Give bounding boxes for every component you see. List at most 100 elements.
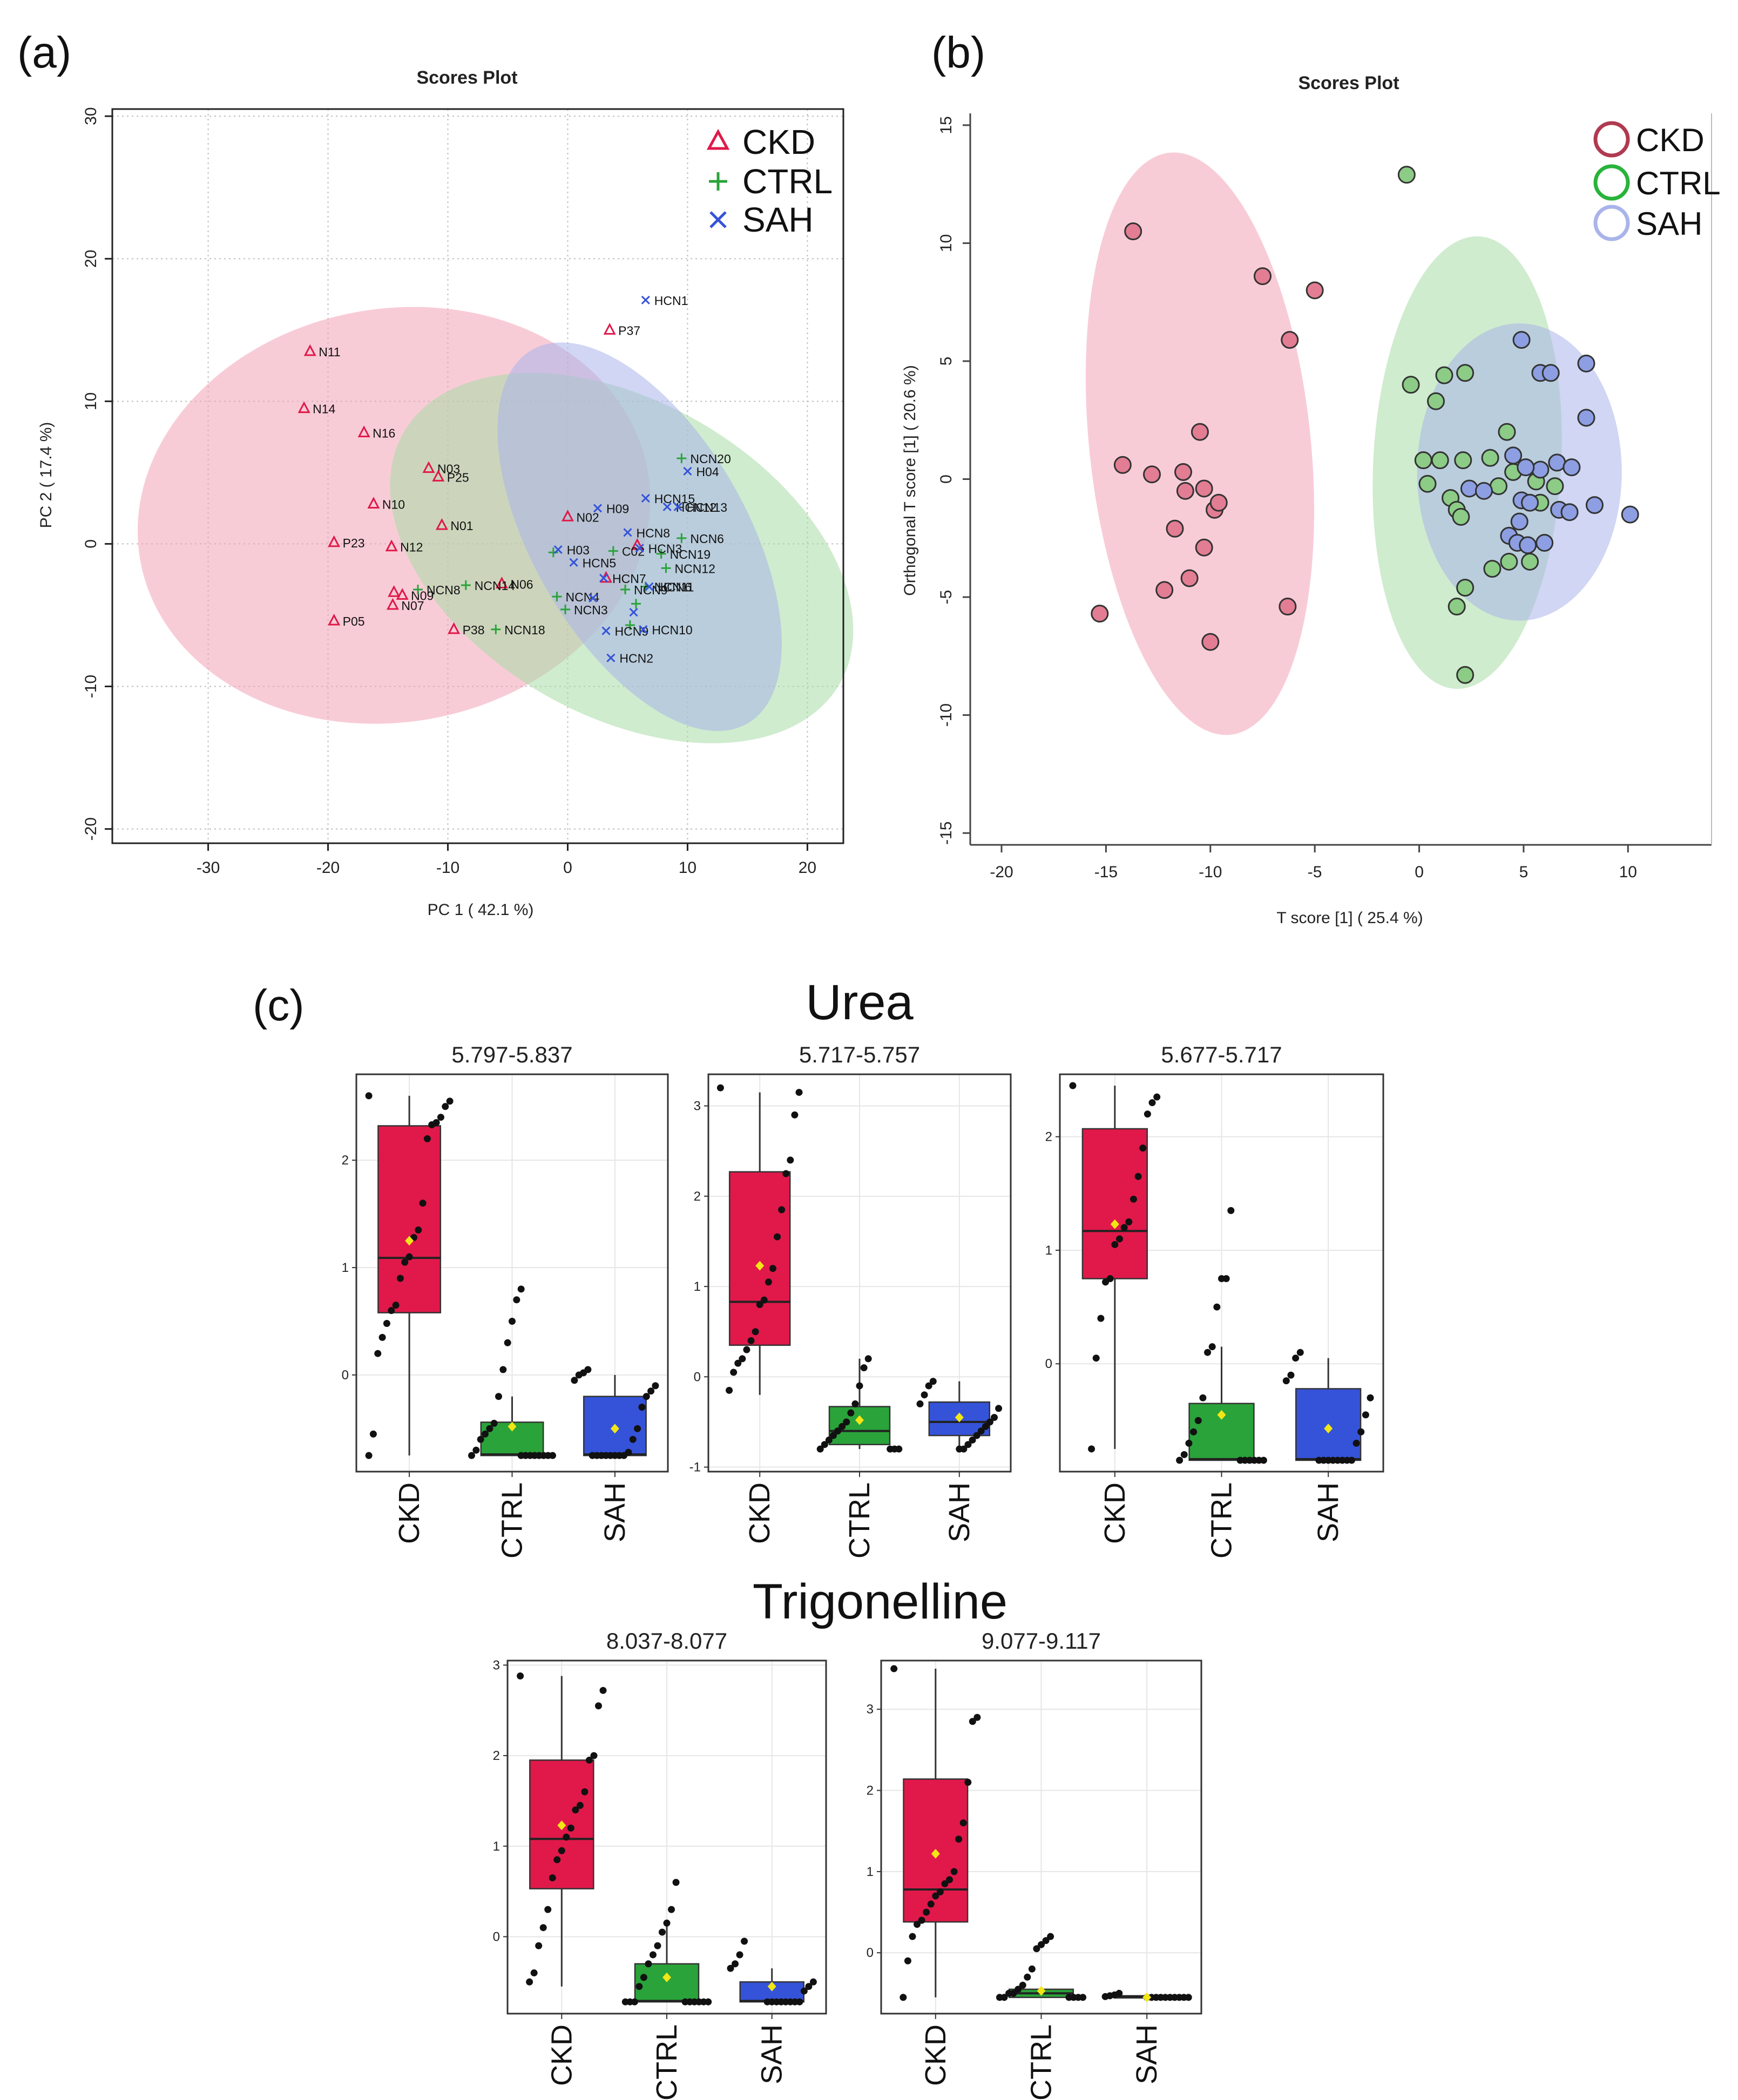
- point-ckd: [328, 613, 341, 626]
- point-label: H03: [567, 543, 590, 557]
- point-ckd: [388, 585, 401, 597]
- point-ctrl: [1456, 364, 1475, 382]
- point-ctrl: [631, 599, 641, 609]
- point-label: HCN3: [648, 541, 682, 556]
- y-tick-label: 30: [82, 107, 100, 125]
- chart-title: Scores Plot: [1298, 73, 1399, 93]
- data-point: [446, 1098, 454, 1105]
- data-point: [774, 1233, 781, 1241]
- data-point: [365, 1452, 373, 1459]
- point-ctrl: [1452, 507, 1470, 526]
- point-label: P38: [463, 623, 485, 637]
- point-sah: [683, 466, 692, 476]
- data-point: [663, 1919, 671, 1927]
- point-ctrl: [1483, 560, 1502, 578]
- point-ctrl: [413, 584, 423, 594]
- data-point: [1097, 1315, 1105, 1322]
- point-sah: [553, 545, 563, 554]
- mean-marker: [755, 1261, 765, 1271]
- mean-marker: [557, 1820, 566, 1831]
- mean-marker: [931, 1848, 940, 1859]
- data-point: [856, 1382, 863, 1390]
- point-label: H09: [606, 502, 629, 516]
- box-chart-title: 9.077-9.117: [982, 1628, 1101, 1654]
- panel-label-a: (a): [17, 28, 71, 77]
- point-label: NCN6: [690, 532, 724, 546]
- data-point: [1352, 1439, 1360, 1447]
- data-point: [760, 1296, 768, 1304]
- section-title-trigonelline: Trigonelline: [753, 1574, 1007, 1629]
- data-point: [923, 1908, 930, 1916]
- data-point: [1194, 1417, 1202, 1424]
- point-label: H04: [696, 465, 719, 479]
- data-point: [442, 1103, 449, 1110]
- data-point: [727, 1964, 734, 1972]
- point-ckd: [603, 323, 616, 335]
- point-ctrl: [548, 547, 558, 558]
- point-ctrl: [1490, 477, 1508, 496]
- data-point: [959, 1819, 967, 1827]
- data-point: [629, 1435, 637, 1443]
- data-point: [1125, 1218, 1133, 1225]
- data-point: [517, 1452, 525, 1459]
- point-label: N03: [437, 462, 460, 476]
- point-label: HCN7: [612, 572, 646, 586]
- point-ctrl: [1481, 449, 1499, 467]
- data-point: [419, 1200, 427, 1207]
- data-point: [495, 1393, 502, 1400]
- point-label: P25: [447, 470, 469, 484]
- data-point: [778, 1206, 786, 1214]
- data-point: [517, 1285, 525, 1293]
- point-ckd: [1113, 456, 1132, 474]
- point-ckd: [1195, 479, 1213, 498]
- data-point: [477, 1435, 484, 1443]
- data-point: [1019, 1981, 1026, 1989]
- point-sah: [641, 493, 650, 503]
- data-point: [914, 1921, 921, 1928]
- point-label: NCN8: [427, 583, 461, 597]
- y-tick-label: 0: [694, 1370, 701, 1384]
- data-point: [834, 1427, 842, 1435]
- data-point: [1120, 1224, 1128, 1231]
- boxplot-urea-5677: 0 1 2 5.677-5.717 CKD CTRL SAH: [1045, 1042, 1384, 1559]
- data-point: [864, 1355, 872, 1363]
- x-tick-label: -20: [316, 859, 340, 877]
- y-tick-label: 0: [1045, 1357, 1052, 1371]
- point-ckd: [386, 598, 399, 610]
- data-point: [535, 1942, 543, 1949]
- point-label: NCN18: [504, 623, 545, 637]
- point-ckd: [432, 470, 445, 482]
- y-tick-label: -5: [937, 590, 955, 605]
- data-point: [635, 1983, 643, 1990]
- point-label: P37: [618, 323, 640, 337]
- data-point: [581, 1788, 589, 1796]
- x-tick-label: -5: [1308, 863, 1322, 881]
- point-ctrl: [620, 584, 631, 594]
- y-tick-label: -15: [937, 821, 955, 844]
- boxplot-trigonelline-9077: 0 1 2 3 9.077-9.117 CKD CTRL SAH: [867, 1628, 1202, 2100]
- point-ckd: [1253, 267, 1272, 286]
- ellipse-ckd: [1085, 152, 1315, 735]
- y-tick-label: -1: [689, 1460, 701, 1475]
- data-point: [396, 1275, 404, 1282]
- data-point: [1139, 1144, 1147, 1152]
- point-sah: [1504, 446, 1523, 465]
- point-label: HCN9: [615, 625, 649, 639]
- data-point: [1115, 1235, 1123, 1243]
- point-label: N09: [411, 589, 434, 603]
- data-point: [1148, 1099, 1156, 1107]
- point-ckd: [495, 577, 508, 588]
- box-ctrl: [828, 1406, 891, 1446]
- data-point: [916, 1400, 924, 1408]
- data-point: [599, 1686, 607, 1694]
- data-point: [838, 1422, 846, 1430]
- mean-marker: [855, 1415, 864, 1425]
- box-chart-title: 5.677-5.717: [1161, 1042, 1282, 1067]
- data-point: [921, 1391, 928, 1399]
- point-sah: [599, 573, 608, 582]
- data-point: [791, 1111, 799, 1119]
- point-ctrl: [1498, 423, 1516, 441]
- data-point: [1102, 1278, 1110, 1286]
- data-point: [401, 1258, 409, 1266]
